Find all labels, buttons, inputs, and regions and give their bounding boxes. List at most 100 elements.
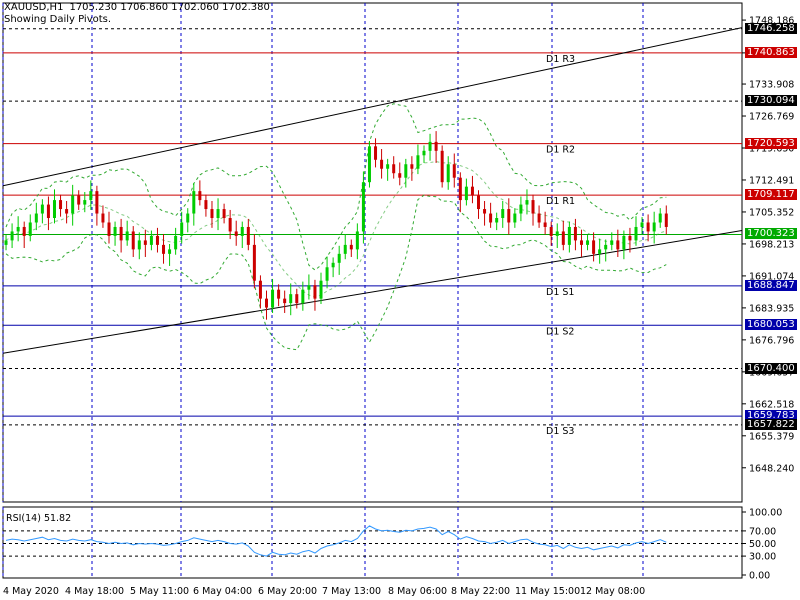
- rsi-tick-label: 70.00: [749, 526, 776, 537]
- candle-body: [192, 191, 196, 214]
- candle-body: [28, 222, 32, 236]
- channel-lower-line: [2, 230, 743, 354]
- candle-body: [410, 164, 414, 169]
- ohlc-label: 1705.230 1706.860 1702.060 1702.380: [69, 2, 270, 13]
- y-tick-label: 1648.240: [749, 463, 794, 474]
- candle-body: [143, 240, 147, 245]
- candle-body: [204, 200, 208, 210]
- candle-body: [65, 209, 69, 214]
- pivot-label: D1 S3: [546, 426, 574, 437]
- pivot-label: D1 R3: [546, 54, 575, 65]
- candle-body: [525, 200, 529, 205]
- y-tick-label: 1748.186: [749, 16, 794, 27]
- candle-body: [561, 231, 565, 245]
- candle-body: [289, 294, 293, 304]
- candle-body: [131, 231, 135, 250]
- candle-body: [277, 289, 281, 299]
- candle-body: [319, 280, 323, 299]
- candle-body: [4, 240, 8, 245]
- candle-body: [452, 164, 456, 178]
- candle-body: [313, 285, 317, 299]
- x-tick-label: 5 May 11:00: [130, 586, 189, 597]
- candle-body: [622, 235, 626, 250]
- candle-body: [113, 226, 117, 236]
- candle-body: [46, 204, 50, 219]
- rsi-title: RSI(14) 51.82: [6, 513, 71, 524]
- pivot-price-tag: 1688.847: [745, 279, 797, 291]
- candle-body: [567, 226, 571, 245]
- candle-body: [222, 209, 226, 219]
- x-tick-label: 8 May 06:00: [388, 586, 447, 597]
- candle-body: [77, 195, 81, 205]
- band-upper: [5, 103, 667, 271]
- candle-body: [634, 226, 638, 241]
- candle-body: [495, 218, 499, 223]
- pivot-price-tag: 1680.053: [745, 319, 797, 331]
- candle-body: [331, 262, 335, 268]
- candle-body: [234, 231, 238, 236]
- candle-body: [464, 186, 468, 201]
- y-tick-label: 1726.769: [749, 112, 794, 123]
- candle-body: [258, 280, 262, 299]
- candle-body: [392, 164, 396, 174]
- candle-body: [162, 244, 166, 254]
- pivot-price-tag: 1740.863: [745, 46, 797, 58]
- x-tick-label: 11 May 15:00: [515, 586, 580, 597]
- candle-body: [592, 240, 596, 254]
- candle-body: [174, 235, 178, 250]
- candle-body: [507, 209, 511, 223]
- candle-body: [537, 213, 541, 223]
- symbol-label: XAUUSD,H1: [4, 2, 64, 13]
- candle-body: [246, 226, 250, 245]
- main-panel-frame: [2, 2, 743, 503]
- rsi-tick-label: 100.00: [749, 508, 782, 519]
- pivot-price-tag: 1720.593: [745, 137, 797, 149]
- y-tick-label: 1676.796: [749, 335, 794, 346]
- candle-body: [598, 249, 602, 254]
- candle-body: [295, 294, 299, 304]
- candle-body: [616, 240, 620, 250]
- candle-body: [186, 213, 190, 223]
- candle-body: [604, 244, 608, 250]
- candle-body: [640, 222, 644, 227]
- candle-body: [610, 240, 614, 245]
- candle-body: [10, 231, 14, 241]
- candle-body: [83, 200, 87, 205]
- y-tick-label: 1698.213: [749, 239, 794, 250]
- candle-body: [355, 231, 359, 250]
- candle-body: [337, 253, 341, 263]
- candle-body: [367, 146, 371, 183]
- candle-body: [16, 226, 20, 232]
- candle-body: [628, 235, 632, 241]
- candle-body: [137, 240, 141, 250]
- y-tick-label: 1719.630: [749, 143, 794, 154]
- candle-body: [483, 209, 487, 214]
- candle-body: [101, 213, 105, 223]
- candle-body: [440, 150, 444, 183]
- candle-body: [477, 195, 481, 210]
- candle-body: [155, 235, 159, 245]
- candle-body: [531, 200, 535, 214]
- candle-body: [398, 173, 402, 178]
- y-tick-label: 1683.935: [749, 303, 794, 314]
- candle-body: [380, 159, 384, 169]
- candle-body: [180, 222, 184, 236]
- candle-body: [301, 289, 305, 304]
- x-tick-label: 7 May 13:00: [322, 586, 381, 597]
- candle-body: [470, 186, 474, 196]
- y-tick-label: 1662.518: [749, 399, 794, 410]
- level-price-tag: 1746.258: [745, 22, 797, 34]
- candle-body: [349, 244, 353, 250]
- candle-body: [646, 222, 650, 232]
- candle-body: [71, 195, 75, 214]
- pivot-price-tag: 1700.323: [745, 228, 797, 240]
- candle-body: [579, 240, 583, 245]
- candle-body: [573, 226, 577, 241]
- candle-body: [198, 191, 202, 201]
- candle-body: [107, 222, 111, 236]
- candle-body: [89, 191, 93, 201]
- candle-body: [489, 213, 493, 223]
- candle-body: [658, 213, 662, 223]
- rsi-line: [5, 525, 667, 557]
